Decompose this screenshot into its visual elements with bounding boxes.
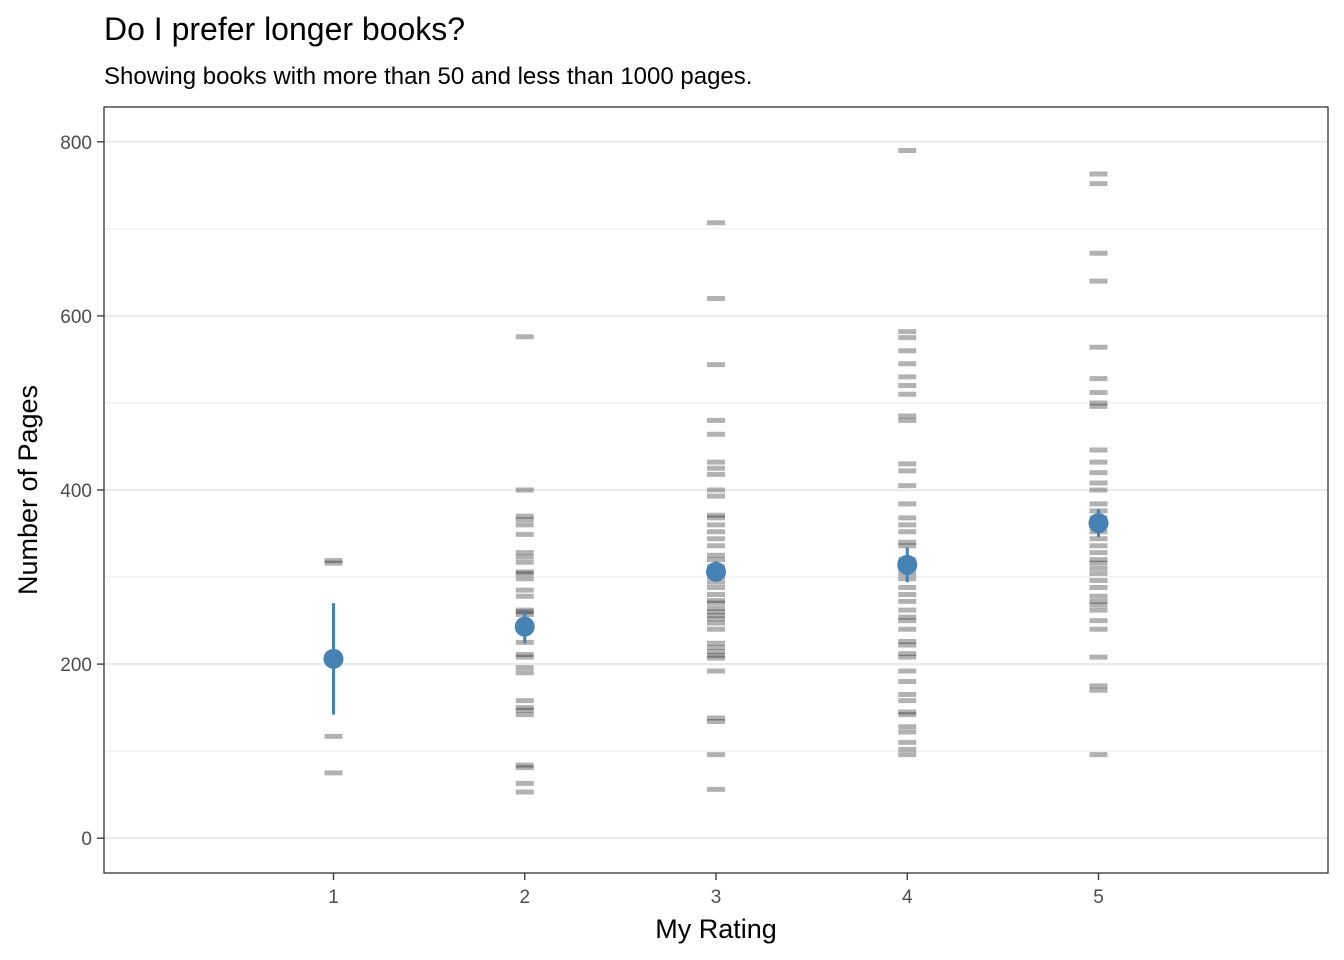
mean-point: [1088, 513, 1109, 534]
x-tick-label: 3: [711, 887, 722, 908]
x-tick-label: 1: [328, 887, 339, 908]
mean-point: [514, 616, 535, 637]
y-axis: 0 200 400 600 800: [60, 133, 104, 850]
chart-subtitle: Showing books with more than 50 and less…: [104, 63, 752, 90]
mean-point: [323, 648, 344, 669]
pages-points: [324, 148, 1108, 795]
y-axis-title: Number of Pages: [13, 385, 43, 595]
y-tick-label: 200: [60, 655, 92, 676]
mean-point: [706, 561, 726, 582]
mean-point: [897, 554, 918, 575]
chart-title: Do I prefer longer books?: [104, 11, 465, 47]
x-tick-label: 2: [519, 887, 530, 908]
x-axis: 1 2 3 4 5: [328, 873, 1104, 908]
x-tick-label: 4: [902, 887, 913, 908]
grid-lines: [104, 140, 1328, 840]
x-axis-title: My Rating: [655, 914, 777, 944]
x-tick-label: 5: [1093, 887, 1104, 908]
summary-points: [323, 509, 1109, 715]
y-tick-label: 600: [60, 307, 92, 328]
y-tick-label: 400: [60, 481, 92, 502]
y-tick-label: 0: [81, 829, 92, 850]
y-tick-label: 800: [60, 133, 92, 154]
